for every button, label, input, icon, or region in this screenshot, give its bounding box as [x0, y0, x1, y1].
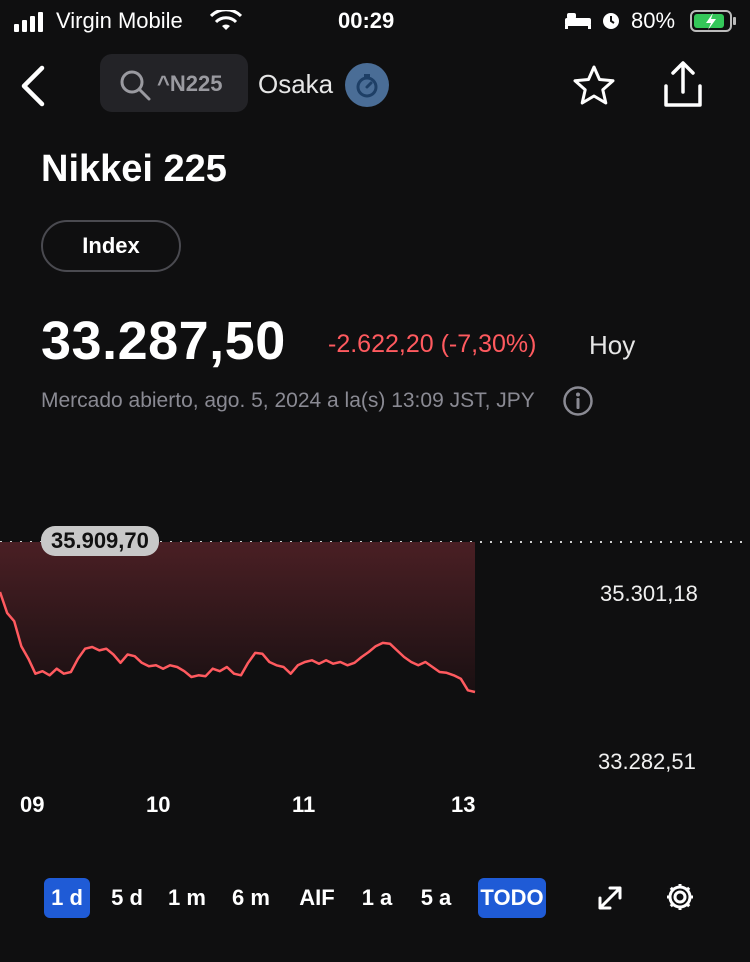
x-axis-label: 10	[146, 792, 171, 817]
range-selector: 1 d 5 d 1 m 6 m AIF 1 a 5 a TODO	[0, 878, 750, 922]
symbol-search-text[interactable]: ^N225	[157, 71, 223, 96]
y-axis-label-low: 33.282,51	[598, 749, 696, 774]
range-6m[interactable]: 6 m	[232, 885, 270, 910]
price-change: -2.622,20 (-7,30%)	[328, 330, 537, 358]
y-axis-label-high: 35.301,18	[600, 581, 698, 606]
info-icon[interactable]	[562, 385, 594, 417]
share-icon[interactable]	[660, 60, 706, 110]
expand-icon[interactable]	[596, 884, 624, 912]
market-clock-badge	[345, 63, 389, 107]
signal-icon	[14, 12, 43, 32]
range-5y[interactable]: 5 a	[420, 885, 452, 910]
price-chart[interactable]	[0, 520, 750, 820]
x-axis-label: 13	[451, 792, 476, 817]
current-price: 33.287,50	[41, 311, 286, 371]
symbol-search-field[interactable]	[100, 54, 248, 112]
range-1d[interactable]: 1 d	[44, 878, 90, 918]
period-label: Hoy	[589, 330, 636, 360]
battery-percent: 80%	[631, 8, 676, 33]
market-status: Mercado abierto, ago. 5, 2024 a la(s) 13…	[41, 389, 535, 412]
range-5d[interactable]: 5 d	[111, 885, 143, 910]
exchange-name: Osaka	[258, 69, 334, 99]
star-icon[interactable]	[570, 62, 618, 110]
wifi-icon	[210, 10, 242, 30]
range-1m[interactable]: 1 m	[168, 885, 206, 910]
status-time: 00:29	[338, 8, 395, 33]
clock-icon	[356, 74, 378, 98]
search-icon	[120, 70, 151, 101]
price-area-fill	[0, 542, 475, 692]
bed-icon	[565, 13, 591, 29]
carrier-name: Virgin Mobile	[56, 8, 183, 33]
x-axis-label: 11	[292, 792, 316, 817]
index-type-badge[interactable]: Index	[41, 220, 181, 272]
range-ytd[interactable]: AIF	[299, 885, 335, 910]
range-all[interactable]: TODO	[478, 878, 546, 918]
gear-icon[interactable]	[664, 881, 696, 913]
back-chevron-icon[interactable]	[14, 64, 54, 108]
price-series-line	[0, 591, 476, 694]
alarm-icon	[603, 13, 619, 29]
prev-close-label: 35.909,70	[41, 526, 159, 556]
battery-icon	[690, 10, 736, 32]
status-bar: Virgin Mobile 00:29 80%	[0, 0, 750, 40]
quote-name: Nikkei 225	[41, 148, 227, 190]
x-axis-label: 09	[20, 792, 45, 817]
range-1y[interactable]: 1 a	[361, 885, 393, 910]
